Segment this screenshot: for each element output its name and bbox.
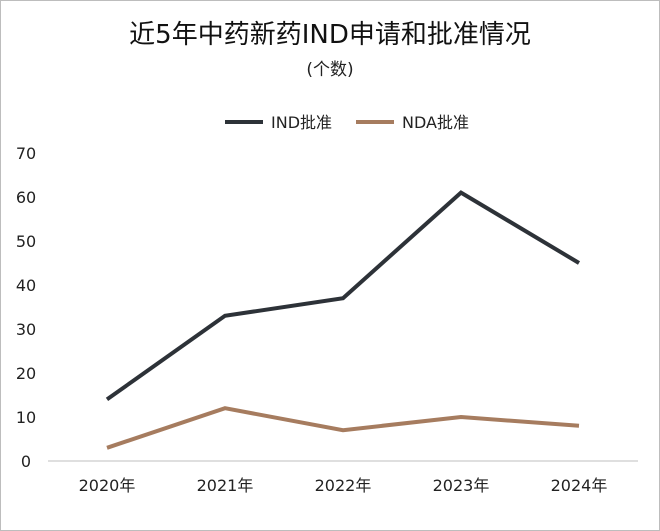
legend-label: NDA批准 [402, 113, 469, 132]
y-tick-label: 0 [21, 452, 31, 471]
series-lines [105, 190, 581, 450]
x-tick-label: 2023年 [433, 476, 490, 495]
y-tick-label: 40 [16, 276, 36, 295]
y-axis-ticks: 0 10 20 30 40 50 60 70 [16, 144, 36, 471]
y-tick-label: 70 [16, 144, 36, 163]
legend: IND批准 NDA批准 [225, 113, 469, 132]
x-tick-label: 2021年 [197, 476, 254, 495]
legend-label: IND批准 [271, 113, 332, 132]
series-line-2 [106, 406, 580, 450]
chart-subtitle: (个数) [306, 60, 354, 80]
y-tick-label: 10 [16, 408, 36, 427]
x-tick-label: 2020年 [79, 476, 136, 495]
y-tick-label: 30 [16, 320, 36, 339]
x-axis-ticks: 2020年 2021年 2022年 2023年 2024年 [79, 476, 608, 495]
chart-title: 近5年中药新药IND申请和批准情况 [129, 20, 531, 50]
x-tick-label: 2024年 [551, 476, 608, 495]
y-tick-label: 20 [16, 364, 36, 383]
y-tick-label: 60 [16, 188, 36, 207]
x-tick-label: 2022年 [315, 476, 372, 495]
series-line-1 [105, 190, 581, 402]
y-tick-label: 50 [16, 232, 36, 251]
